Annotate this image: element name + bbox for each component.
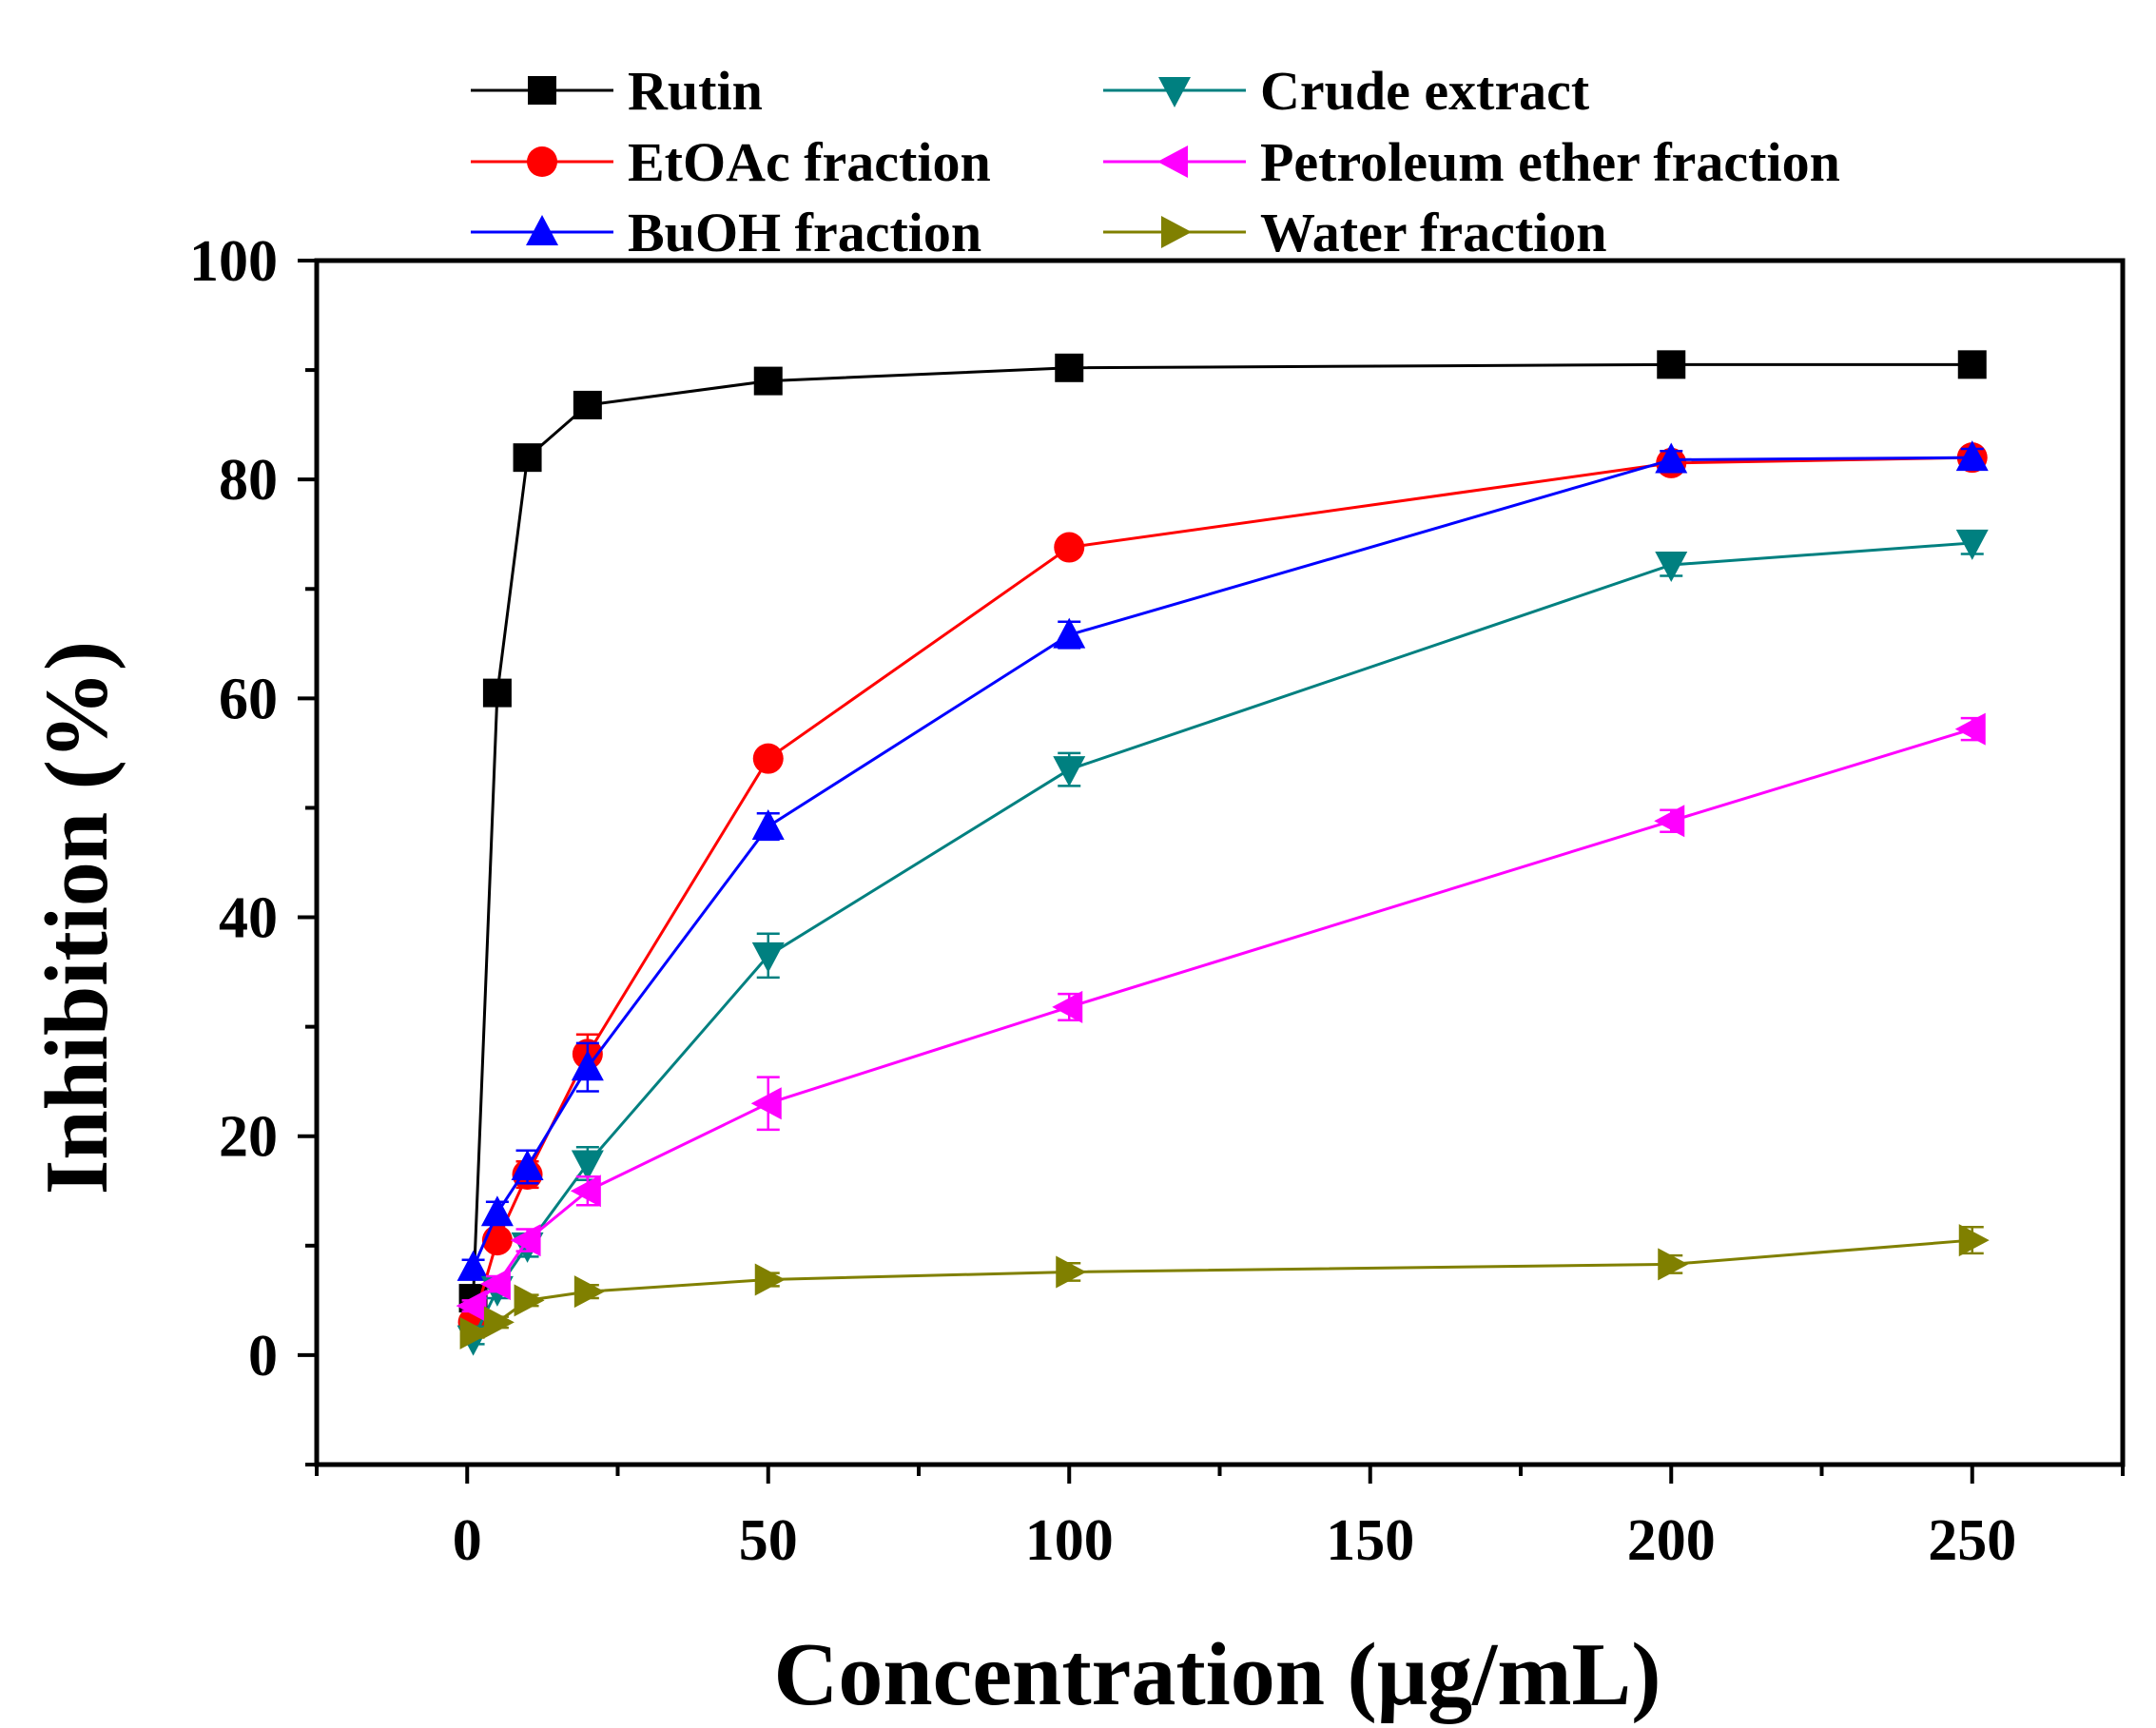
data-point (573, 390, 602, 419)
x-tick-label: 50 (739, 1508, 798, 1573)
legend-item: EtOAc fraction (471, 131, 991, 193)
series-line (472, 456, 1972, 1323)
legend-item: Crude extract (1103, 60, 1590, 122)
legend-marker (1158, 77, 1191, 107)
data-point (754, 1263, 786, 1296)
y-tick-label: 80 (219, 448, 278, 513)
legend-label: Water fraction (1260, 202, 1607, 263)
series-line (472, 456, 1972, 1269)
data-point (1054, 532, 1085, 563)
data-point (573, 1275, 605, 1309)
data-point (480, 1195, 514, 1227)
data-point (1053, 756, 1086, 787)
x-tick-label: 100 (1025, 1508, 1114, 1573)
legend-label: BuOH fraction (628, 202, 981, 263)
y-tick-label: 100 (189, 229, 278, 294)
legend-label: Crude extract (1260, 60, 1590, 122)
data-point (1052, 990, 1083, 1023)
data-point (1056, 1255, 1087, 1289)
series-crude-extract (456, 529, 1989, 1356)
data-point (511, 1149, 544, 1180)
data-point (751, 942, 785, 973)
data-point (753, 366, 783, 396)
series-water-fraction (459, 1224, 1990, 1349)
data-point (514, 1284, 545, 1317)
series-petroleum-ether-fraction (456, 712, 1986, 1323)
legend-label: Petroleum ether fraction (1260, 131, 1840, 193)
series-line (472, 728, 1973, 1308)
x-tick-label: 250 (1928, 1508, 2016, 1573)
series-line (472, 362, 1972, 1299)
x-tick-label: 150 (1326, 1508, 1414, 1573)
legend-item: Water fraction (1103, 202, 1607, 263)
data-point (752, 743, 784, 774)
data-point (482, 678, 512, 708)
y-tick-label: 20 (219, 1105, 278, 1170)
x-tick-label: 200 (1627, 1508, 1716, 1573)
data-point (483, 1306, 515, 1339)
legend-marker (1161, 216, 1192, 248)
data-point (1657, 350, 1686, 379)
series-line (472, 1238, 1972, 1335)
data-point (1958, 1224, 1990, 1257)
data-point (459, 1316, 491, 1349)
legend-marker (528, 76, 556, 105)
data-point (1655, 442, 1688, 474)
series-etoac-fraction (457, 442, 1988, 1338)
x-axis-title: Concentration (μg/mL) (773, 1625, 1661, 1724)
legend-marker (526, 215, 558, 245)
data-point (456, 1250, 490, 1281)
legend: Rutin Crude extract EtOAc fraction Petroleu… (471, 60, 1840, 263)
data-point (1658, 1248, 1689, 1281)
data-point (1053, 617, 1086, 649)
data-point (751, 809, 785, 841)
y-tick-label: 0 (248, 1324, 278, 1388)
data-point (1954, 712, 1986, 746)
legend-marker (527, 146, 557, 177)
data-point (571, 1150, 604, 1181)
data-point (456, 1290, 487, 1323)
legend-item: BuOH fraction (471, 202, 981, 263)
legend-label: EtOAc fraction (628, 131, 991, 193)
plot-area (456, 350, 1990, 1356)
series-buoh-fraction (456, 440, 1989, 1281)
data-point (1957, 350, 1987, 379)
legend-item: Petroleum ether fraction (1103, 131, 1840, 193)
data-point (479, 1268, 511, 1301)
data-point (1055, 353, 1084, 382)
series-rutin (458, 350, 1987, 1313)
y-tick-label: 60 (219, 667, 278, 731)
data-point (510, 1224, 541, 1257)
data-point (571, 1050, 604, 1081)
y-tick-label: 40 (219, 886, 278, 951)
data-point (1955, 440, 1989, 472)
series-line (472, 541, 1972, 1340)
axes: 0 50 100 150 200 250 0 20 40 60 80 100 (189, 229, 2126, 1573)
data-point (750, 1087, 782, 1120)
legend-item: Rutin (471, 60, 763, 122)
data-point (1655, 551, 1688, 582)
data-point (513, 443, 542, 473)
data-point (570, 1175, 601, 1208)
x-tick-label: 0 (453, 1508, 482, 1573)
data-point (1955, 529, 1989, 560)
data-point (1654, 805, 1685, 838)
y-axis-title: Inhibition (%) (28, 641, 126, 1194)
legend-label: Rutin (628, 60, 763, 122)
legend-marker (1157, 146, 1188, 178)
